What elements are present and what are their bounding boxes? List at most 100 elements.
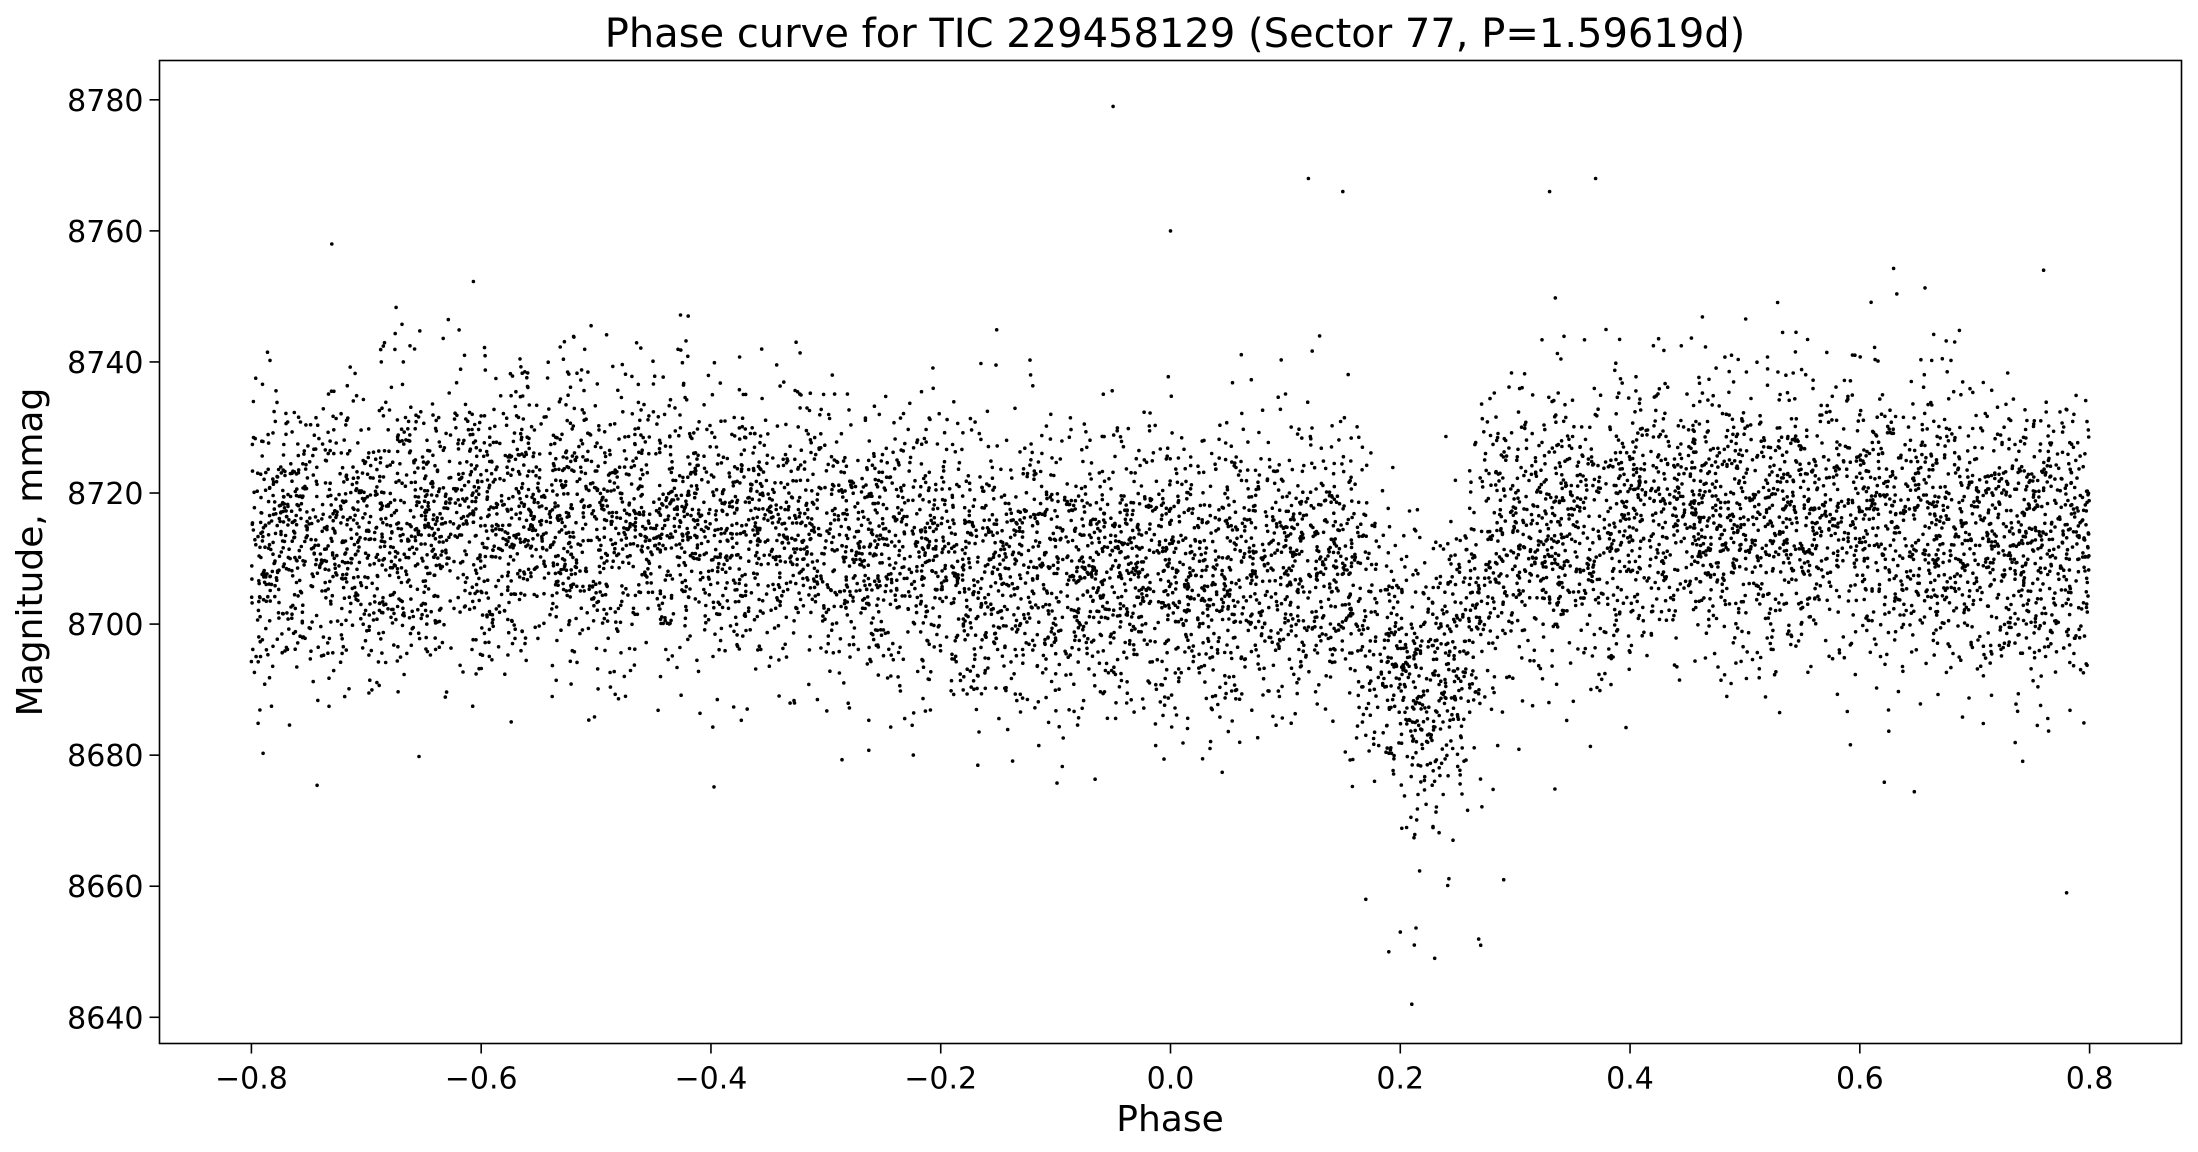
data-point (1644, 428, 1648, 433)
data-point (1157, 540, 1162, 544)
data-point (2020, 588, 2024, 592)
data-point (412, 470, 417, 475)
data-point (512, 623, 516, 627)
data-point (1813, 459, 1817, 464)
data-point (348, 610, 352, 614)
data-point (1781, 520, 1785, 525)
data-point (329, 620, 333, 624)
data-point (1326, 597, 1331, 602)
data-point (1156, 572, 1160, 576)
data-point (643, 539, 648, 543)
data-point (1907, 554, 1912, 559)
data-point (1628, 650, 1632, 654)
data-point (2082, 634, 2087, 638)
data-point (1263, 510, 1268, 514)
data-point (758, 434, 763, 438)
data-point (1435, 646, 1440, 651)
data-point (1453, 600, 1457, 604)
data-point (1166, 564, 1170, 569)
data-point (1477, 615, 1482, 620)
data-point (295, 559, 299, 563)
data-point (627, 646, 632, 651)
data-point (1369, 451, 1373, 455)
data-point (825, 709, 829, 713)
data-point (2004, 605, 2009, 610)
data-point (791, 631, 796, 635)
data-point (692, 431, 696, 435)
data-point (1075, 597, 1080, 601)
data-point (609, 489, 613, 493)
data-point (1074, 545, 1079, 549)
data-point (1290, 467, 1295, 472)
data-point (1918, 702, 1923, 706)
data-point (1088, 503, 1092, 507)
data-point (1220, 572, 1224, 577)
data-point (765, 461, 769, 466)
data-point (1892, 499, 1897, 504)
data-point (1411, 680, 1416, 684)
data-point (1575, 555, 1579, 559)
data-point (918, 630, 923, 634)
data-point (1726, 500, 1731, 504)
data-point (1860, 476, 1864, 481)
data-point (1291, 515, 1295, 519)
data-point (1275, 524, 1279, 529)
data-point (478, 524, 483, 528)
data-point (470, 585, 475, 589)
data-point (889, 674, 893, 678)
data-point (1682, 536, 1686, 541)
data-point (1199, 574, 1204, 579)
data-point (786, 541, 791, 545)
data-point (1488, 433, 1493, 438)
data-point (1031, 648, 1035, 652)
data-point (1242, 506, 1246, 510)
data-point (686, 595, 691, 599)
data-point (2022, 442, 2027, 446)
data-point (670, 466, 674, 470)
data-point (752, 617, 757, 622)
data-point (1855, 429, 1860, 433)
data-point (1663, 381, 1667, 386)
data-point (1050, 626, 1054, 631)
data-point (1476, 937, 1481, 941)
data-point (1012, 613, 1016, 617)
data-point (689, 513, 693, 518)
data-point (1374, 539, 1379, 543)
data-point (953, 654, 958, 659)
data-point (290, 612, 294, 616)
data-point (1871, 507, 1876, 512)
data-point (1746, 630, 1751, 635)
data-point (1232, 683, 1237, 687)
data-point (1377, 545, 1381, 549)
data-point (1249, 520, 1254, 525)
data-point (1736, 606, 1741, 611)
data-point (1707, 516, 1711, 520)
data-point (1036, 460, 1041, 464)
data-point (1594, 555, 1598, 559)
data-point (2009, 602, 2013, 607)
data-point (1688, 579, 1692, 584)
data-point (476, 485, 481, 490)
data-point (375, 485, 379, 489)
data-point (487, 609, 492, 614)
data-point (1592, 632, 1597, 637)
data-point (1611, 593, 1616, 597)
data-point (1043, 511, 1047, 516)
data-point (1914, 589, 1919, 594)
data-point (559, 628, 563, 632)
data-point (1418, 644, 1423, 648)
data-point (436, 556, 440, 560)
data-point (393, 555, 398, 559)
data-point (865, 494, 870, 499)
data-point (1360, 720, 1365, 724)
data-point (1823, 638, 1828, 643)
data-point (434, 429, 439, 433)
data-point (1330, 424, 1334, 428)
data-point (1176, 645, 1180, 650)
data-point (1853, 536, 1858, 541)
data-point (1517, 570, 1522, 575)
data-point (1666, 439, 1671, 444)
data-point (1637, 565, 1641, 570)
data-point (1988, 661, 1992, 665)
data-point (1931, 467, 1935, 472)
